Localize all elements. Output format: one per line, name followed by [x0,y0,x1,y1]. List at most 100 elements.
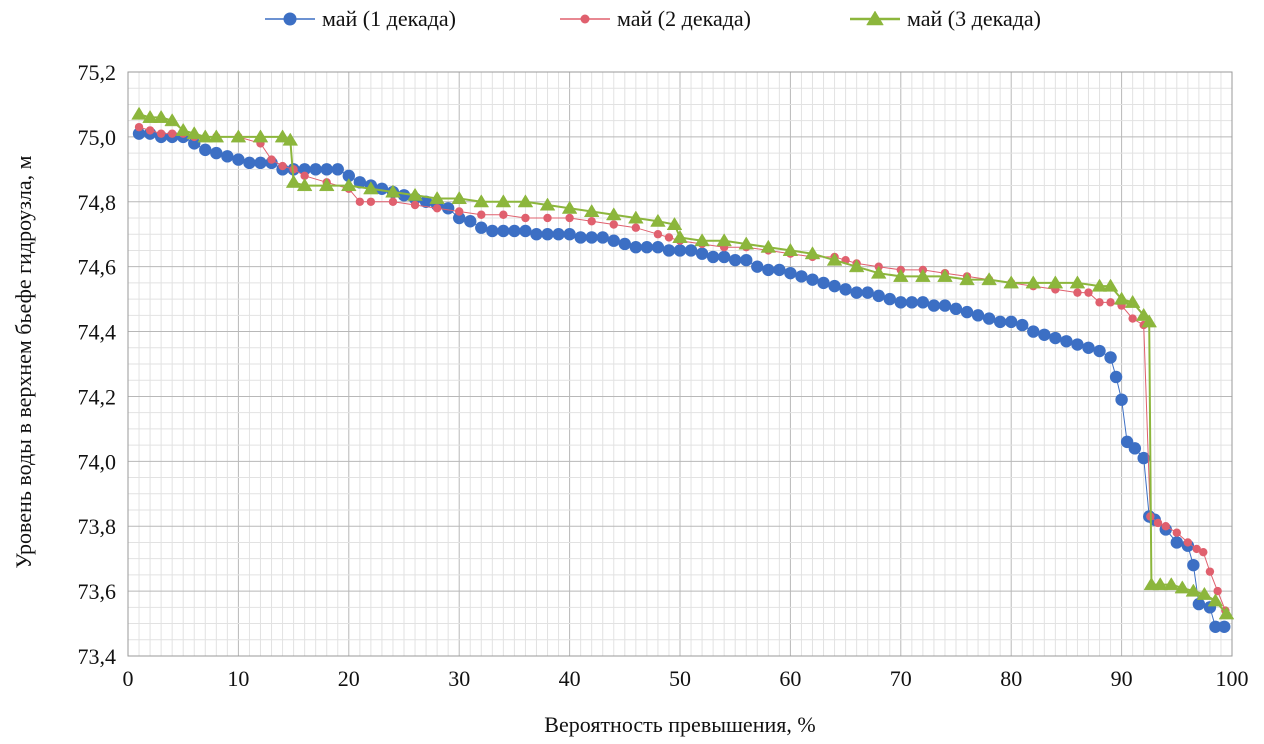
data-point [410,200,420,210]
data-point [651,241,665,254]
data-point [861,286,874,299]
data-point [640,241,654,254]
data-point [530,228,543,241]
x-tick-label: 70 [890,666,912,691]
x-tick-label: 100 [1216,666,1249,691]
y-tick-label: 74,2 [78,384,117,409]
legend-label: май (2 декада) [617,6,751,31]
data-point [243,156,256,170]
series-line [138,126,1226,611]
data-point [1207,593,1224,607]
data-point [937,268,953,282]
data-point [664,233,674,242]
data-point [971,309,985,322]
y-tick-label: 74,6 [78,255,117,280]
data-point [453,211,466,225]
data-point [1073,288,1082,297]
data-point [607,234,620,247]
data-point [1016,318,1029,332]
data-point [134,122,144,132]
data-point [850,286,863,299]
data-point [716,233,732,247]
data-point [684,244,698,257]
data-point [355,197,365,206]
data-point [574,231,587,244]
data-point [552,228,565,241]
data-point [1209,620,1222,633]
data-point [274,129,291,143]
data-point [872,289,885,303]
legend-label: май (1 декада) [322,6,456,31]
data-point [1187,558,1200,572]
data-point [1141,314,1157,328]
data-point [605,207,622,221]
data-point [981,272,997,286]
x-tick-label: 10 [227,666,249,691]
data-point [870,265,887,279]
data-point [561,200,578,214]
data-point [1095,298,1104,307]
data-point [760,239,777,253]
data-point [672,229,688,243]
data-point [353,176,367,189]
data-point [267,155,276,164]
data-point [565,213,574,223]
data-point [342,169,355,183]
x-tick-label: 40 [559,666,581,691]
data-point [1163,577,1180,591]
series-layer [131,106,1235,633]
data-point [230,129,247,143]
data-point [740,253,753,267]
data-point [828,279,841,293]
data-point [949,302,963,316]
series-1 [132,127,1231,633]
data-point [282,132,299,146]
legend-entry: май (2 декада) [560,6,751,31]
data-point [618,237,631,251]
y-tick-label: 74,8 [78,190,117,215]
data-point [596,231,609,244]
data-point [1213,586,1222,596]
x-tick-label: 0 [123,666,134,691]
data-point [1124,294,1141,308]
data-point [905,296,919,309]
legend-marker [283,12,297,26]
x-tick-label: 90 [1111,666,1133,691]
data-point [296,178,313,192]
data-point [197,129,214,143]
data-point [706,250,720,264]
data-point [694,233,710,247]
data-point [477,210,486,219]
series-2 [134,122,1230,615]
data-point [363,181,379,195]
data-point [762,263,775,277]
data-point [254,156,267,170]
data-point [341,178,357,192]
data-point [508,224,521,238]
data-point [738,236,755,250]
data-point [563,228,576,241]
data-point [1128,314,1137,323]
series-3 [131,106,1235,620]
data-point [848,259,865,273]
data-point [497,224,510,238]
y-tick-label: 74,4 [78,320,117,345]
data-point [893,268,909,282]
data-point [1192,597,1206,611]
data-point [131,106,147,120]
data-point [1218,620,1231,633]
data-point [432,204,442,213]
data-point [666,217,683,230]
x-axis-ticks: 0 10 20 30 40 50 60 70 80 90 100 [123,666,1249,691]
data-point [729,253,742,267]
grid-lines [127,71,1233,657]
data-point [1038,328,1051,341]
data-point [320,163,333,176]
data-point [695,247,709,260]
x-tick-label: 60 [779,666,801,691]
x-axis-title: Вероятность превышения, % [544,712,815,737]
data-point [795,270,808,283]
data-point [806,273,819,286]
data-point [1027,325,1040,338]
data-point [142,109,158,123]
